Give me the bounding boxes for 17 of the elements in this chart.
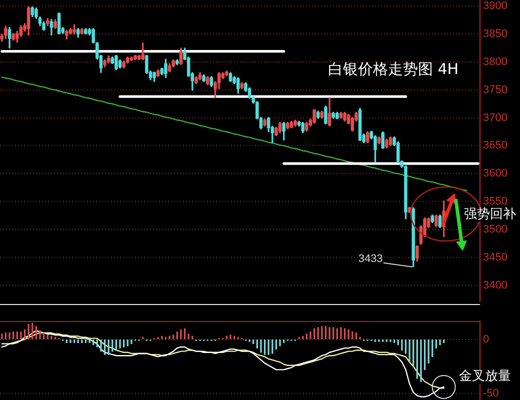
text: 白银价格走势图 4H xyxy=(328,60,459,78)
y-tick-label: 3850 xyxy=(483,28,508,40)
annotation: 3433 xyxy=(358,253,383,266)
y-tick-label: 3550 xyxy=(483,196,508,208)
y-tick-label: 3600 xyxy=(483,168,508,180)
annotation: 强势回补 xyxy=(462,206,517,222)
y-tick-label: 3700 xyxy=(483,112,508,124)
y-tick-label: 3450 xyxy=(483,251,508,264)
y-tick-label: 0 xyxy=(483,333,490,346)
y-tick-label: 3400 xyxy=(483,279,508,292)
y-tick-label: 3800 xyxy=(483,56,508,68)
annotation: 金叉放量 xyxy=(458,368,512,384)
y-tick-label: 3900 xyxy=(483,0,508,12)
y-tick-label: 3650 xyxy=(483,140,508,152)
y-tick-label: -50 xyxy=(483,388,499,400)
y-tick-label: 3750 xyxy=(483,84,508,96)
y-tick-label: 3500 xyxy=(483,223,508,236)
